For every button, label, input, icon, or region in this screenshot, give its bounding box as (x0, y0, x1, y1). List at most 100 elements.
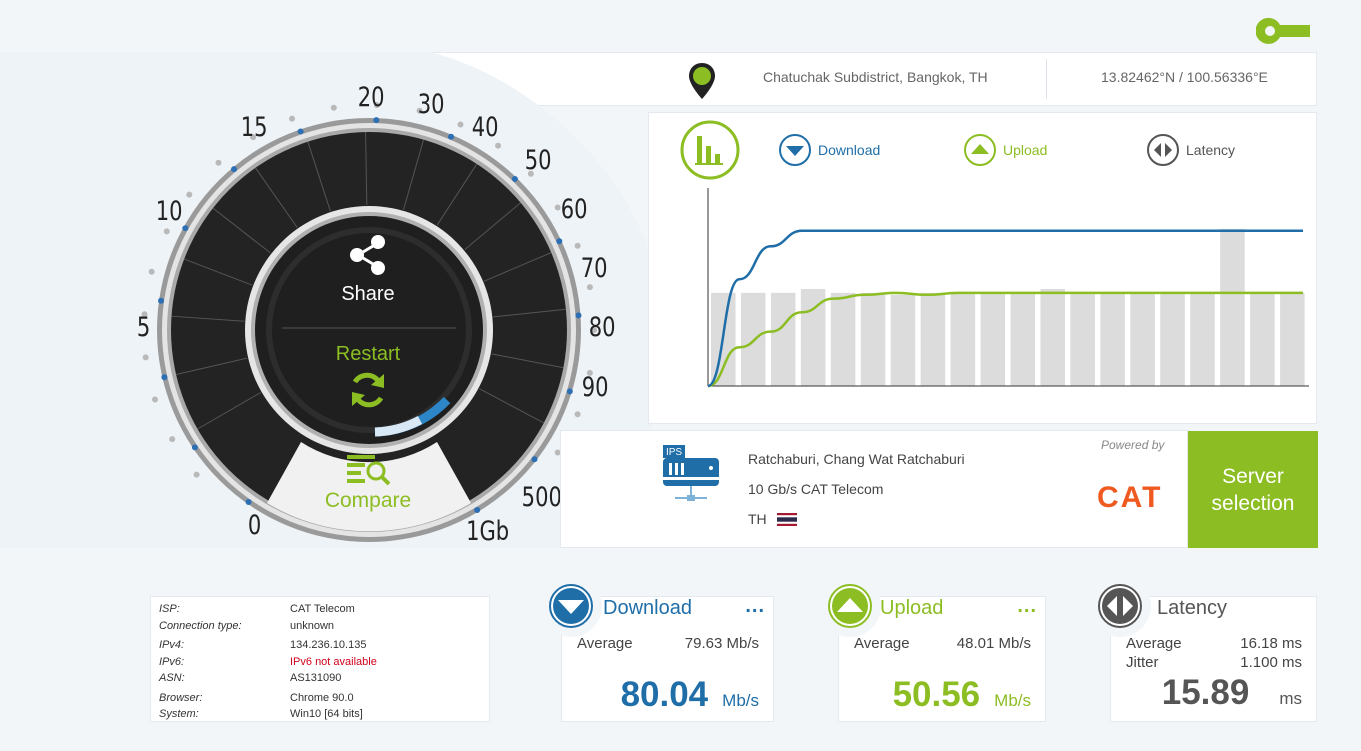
info-value: Chrome 90.0 (290, 691, 354, 704)
latency-bar (1100, 292, 1125, 386)
gauge-dot (495, 142, 502, 149)
gauge-dot (554, 449, 561, 456)
gauge-dot (141, 311, 148, 318)
jitter-row: Jitter 1.100 ms (1126, 654, 1302, 671)
gauge-dot (554, 204, 561, 211)
server-icon: IPS (663, 445, 719, 501)
wrench-icon[interactable] (1256, 16, 1310, 46)
info-key: System: (159, 708, 199, 720)
info-value: 134.236.10.135 (290, 639, 367, 651)
gauge-dot (186, 191, 193, 198)
info-key: ISP: (159, 603, 180, 615)
gauge-scale-label: 60 (560, 194, 588, 225)
gauge-scale-label: 80 (588, 312, 616, 343)
latency-bar (800, 288, 826, 386)
legend-download[interactable]: Download (778, 133, 880, 167)
latency-title: Latency (1157, 597, 1228, 619)
share-button[interactable]: Share (300, 232, 436, 316)
info-value: unknown (290, 619, 335, 632)
server-city: Ratchaburi, Chang Wat Ratchaburi (748, 451, 965, 467)
info-value: Win10 [64 bits] (290, 708, 363, 720)
info-value: AS131090 (290, 672, 342, 684)
latency-icon (1098, 584, 1142, 628)
speed-graph-panel: Download Upload Latency (648, 112, 1317, 424)
upload-more-button[interactable]: ... (1017, 595, 1037, 617)
gauge-tick-mark (231, 166, 238, 173)
download-arrow-icon (779, 134, 811, 166)
gauge-dots (141, 102, 597, 478)
server-panel: IPS Ratchaburi, Chang Wat Ratchaburi 10 … (560, 430, 1188, 548)
gauge-dot (152, 396, 159, 403)
gauge-tick-mark (575, 312, 582, 319)
latency-bar (1220, 228, 1245, 386)
gauge-dot (416, 107, 423, 114)
latency-bar (1130, 292, 1155, 386)
legend-upload[interactable]: Upload (963, 133, 1047, 167)
gauge-dot (148, 268, 155, 275)
gauge-scale-label: 10 (155, 196, 183, 227)
latency-bar (770, 292, 796, 386)
latency-result: 15.89 ms (1111, 673, 1302, 713)
speed-chart (680, 120, 1309, 388)
latency-average-label: Average (1126, 635, 1182, 652)
download-value: 80.04 (620, 675, 709, 714)
download-unit: Mb/s (722, 691, 759, 710)
gauge-segment-line (493, 308, 566, 318)
compare-icon (347, 455, 391, 486)
info-row: Connection type: unknown (159, 618, 481, 635)
download-average-value: 79.63 Mb/s (684, 635, 759, 652)
upload-card: Upload ... Average 48.01 Mb/s 50.56 Mb/s (819, 575, 1046, 722)
gauge-segment-line (171, 315, 245, 322)
legend-latency[interactable]: Latency (1146, 133, 1235, 167)
info-key: Browser: (159, 691, 203, 704)
gauge-scale-label: 70 (580, 253, 608, 284)
location-coords: 13.82462°N / 100.56336°E (1101, 69, 1268, 85)
latency-icon (1147, 134, 1179, 166)
latency-unit: ms (1279, 689, 1302, 708)
gauge-dot (591, 327, 597, 333)
download-average-label: Average (577, 635, 633, 652)
latency-bar (1040, 288, 1066, 386)
gauge-tick-mark (158, 297, 165, 304)
gauge-dot (250, 134, 257, 141)
gauge-dot (142, 354, 149, 361)
restart-button[interactable]: Restart (300, 343, 436, 423)
gauge-tick-mark (373, 117, 380, 124)
info-key: Connection type: (159, 619, 242, 632)
gauge-scale-label: 40 (471, 112, 499, 143)
info-row: ASN: AS131090 (159, 670, 481, 687)
gauge-tick-mark (511, 175, 518, 182)
provider-logo: CAT (1097, 481, 1163, 514)
compare-button[interactable]: Compare (300, 452, 436, 522)
latency-average-value: 16.18 ms (1240, 635, 1302, 652)
download-more-button[interactable]: ... (745, 595, 765, 617)
share-icon (350, 235, 385, 275)
latency-bar (980, 292, 1006, 386)
latency-value: 15.89 (1161, 673, 1250, 712)
latency-average-row: Average 16.18 ms (1126, 635, 1302, 652)
gauge-scale-label: 20 (357, 82, 385, 113)
upload-unit: Mb/s (994, 691, 1031, 710)
gauge-dot (330, 104, 337, 111)
legend-upload-label: Upload (1003, 142, 1048, 158)
server-selection-button[interactable]: Server selection (1188, 431, 1318, 548)
jitter-value: 1.100 ms (1240, 654, 1302, 671)
gauge-segment-line (365, 132, 368, 206)
gauge-segment-line (402, 139, 425, 210)
bar-chart-icon[interactable] (680, 120, 740, 180)
gauge-segment-line (212, 207, 271, 254)
gauge-scale-label: 15 (240, 112, 268, 143)
gauge-tick-mark (556, 238, 563, 245)
connection-info: ISP: CAT Telecom Connection type: unknown … (150, 596, 490, 722)
gauge-dot (169, 436, 176, 443)
gauge-scale-label: 90 (581, 372, 609, 403)
thailand-flag-icon (776, 512, 797, 526)
upload-average-label: Average (854, 635, 910, 652)
upload-arrow-icon (828, 584, 872, 628)
download-title: Download (603, 597, 692, 619)
info-row: ISP: CAT Telecom (159, 601, 481, 618)
upload-series-line (707, 291, 1303, 388)
gauge-dot (193, 471, 200, 478)
location-name: Chatuchak Subdistrict, Bangkok, TH (763, 69, 988, 85)
map-pin-icon (689, 63, 715, 99)
